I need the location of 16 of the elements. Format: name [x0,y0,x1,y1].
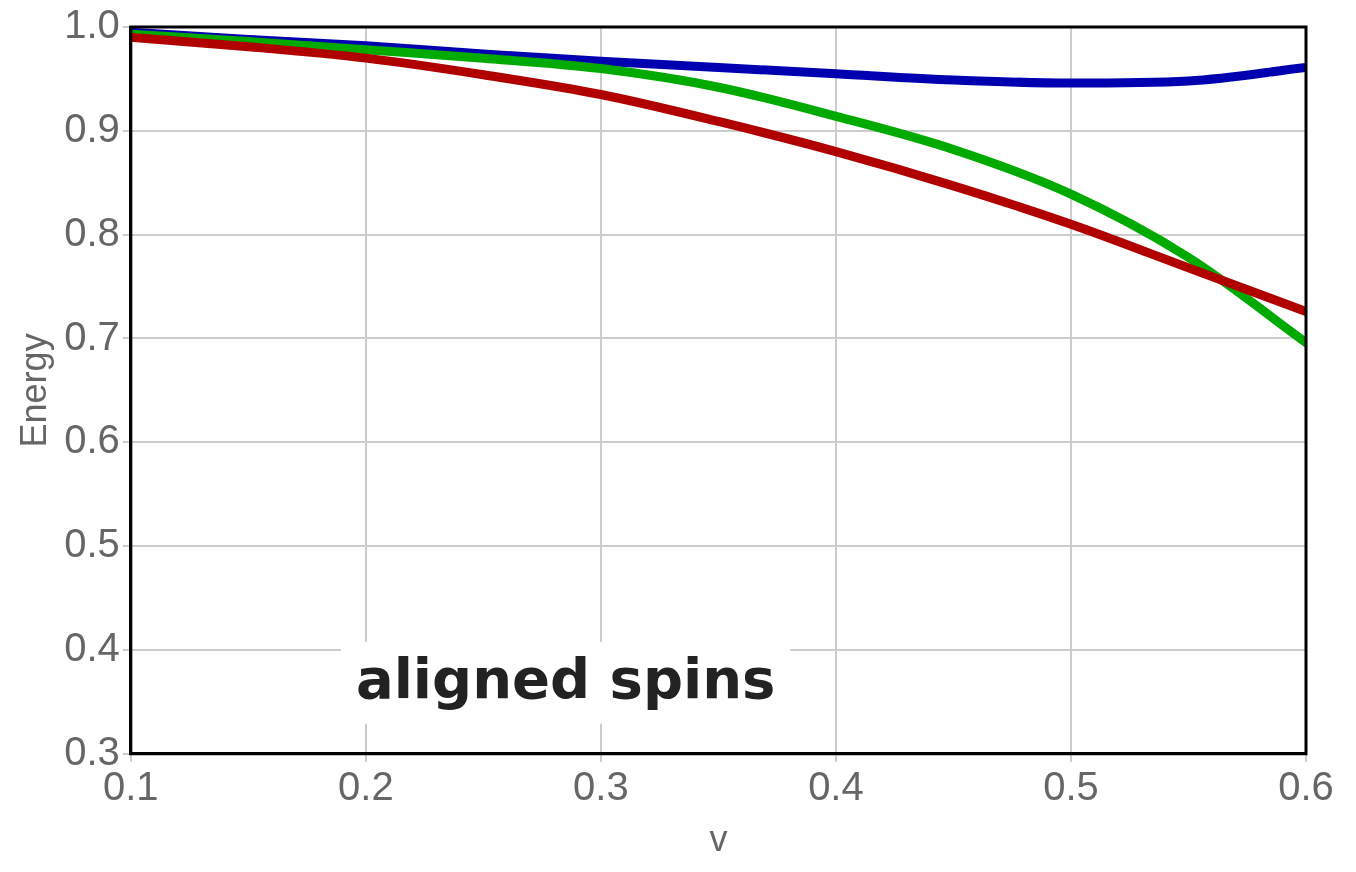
y-tick-label: 0.4 [64,625,120,669]
y-axis-title: Energy [12,333,54,448]
y-tick-label: 0.8 [64,209,120,254]
y-tick-label: 0.9 [64,105,120,150]
y-tick-label: 0.3 [64,728,120,773]
y-tick-label: 0.5 [64,521,120,566]
y-tick-label: 1.0 [64,2,120,47]
y-tick-label: 0.6 [64,417,120,462]
x-tick-label: 0.5 [1043,763,1099,808]
x-tick-label: 0.4 [808,763,864,808]
annotation: aligned spins [355,646,776,712]
x-tick-label: 0.6 [1278,763,1334,808]
x-tick-label: 0.3 [573,763,629,808]
x-tick-label: 0.2 [338,763,394,808]
x-axis-title: v [709,818,728,860]
y-tick-label: 0.7 [64,313,120,358]
